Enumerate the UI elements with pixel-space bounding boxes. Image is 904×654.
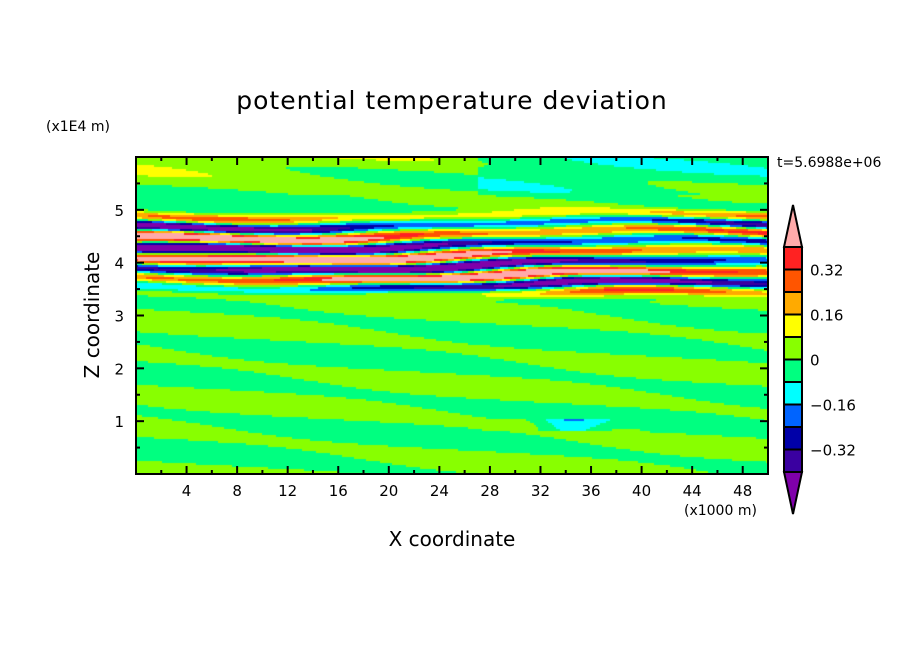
colorbar-label: −0.32 — [810, 442, 856, 460]
chart-title: potential temperature deviation — [236, 86, 668, 115]
colorbar-label: 0.16 — [810, 307, 843, 325]
y-axis-unit: (x1E4 m) — [46, 119, 110, 135]
x-axis-unit: (x1000 m) — [684, 503, 757, 519]
colorbar-label: −0.16 — [810, 397, 856, 415]
time-label: t=5.6988e+06 — [777, 155, 882, 171]
colorbar-lower-triangle — [782, 471, 804, 515]
x-tick-label: 44 — [683, 482, 702, 500]
x-tick-label: 4 — [182, 482, 192, 500]
x-tick-label: 28 — [480, 482, 499, 500]
x-tick-label: 40 — [632, 482, 651, 500]
x-axis-label: X coordinate — [388, 527, 516, 551]
colorbar-label: 0.32 — [810, 262, 843, 280]
y-tick-label: 4 — [114, 255, 124, 273]
contour-field — [136, 157, 768, 474]
x-tick-label: 48 — [733, 482, 752, 500]
y-tick-label: 3 — [114, 308, 124, 326]
colorbar-upper-triangle — [782, 204, 804, 248]
colorbar-box — [783, 313, 803, 338]
x-tick-label: 20 — [379, 482, 398, 500]
y-tick-label: 1 — [114, 413, 124, 431]
colorbar-box — [783, 246, 803, 271]
y-tick-label: 5 — [114, 202, 124, 220]
x-tick-label: 8 — [232, 482, 242, 500]
x-tick-label: 16 — [329, 482, 348, 500]
colorbar-box — [783, 426, 803, 451]
colorbar-box — [783, 403, 803, 428]
colorbar-box — [783, 268, 803, 293]
colorbar-box — [783, 336, 803, 361]
colorbar-box — [783, 448, 803, 473]
x-tick-label: 24 — [430, 482, 449, 500]
colorbar-box — [783, 291, 803, 316]
x-tick-label: 32 — [531, 482, 550, 500]
y-tick-label: 2 — [114, 360, 124, 378]
colorbar-box — [783, 381, 803, 406]
x-tick-label: 36 — [581, 482, 600, 500]
plot-frame — [135, 156, 769, 475]
colorbar-label: 0 — [810, 352, 820, 370]
x-tick-label: 12 — [278, 482, 297, 500]
colorbar-box — [783, 358, 803, 383]
